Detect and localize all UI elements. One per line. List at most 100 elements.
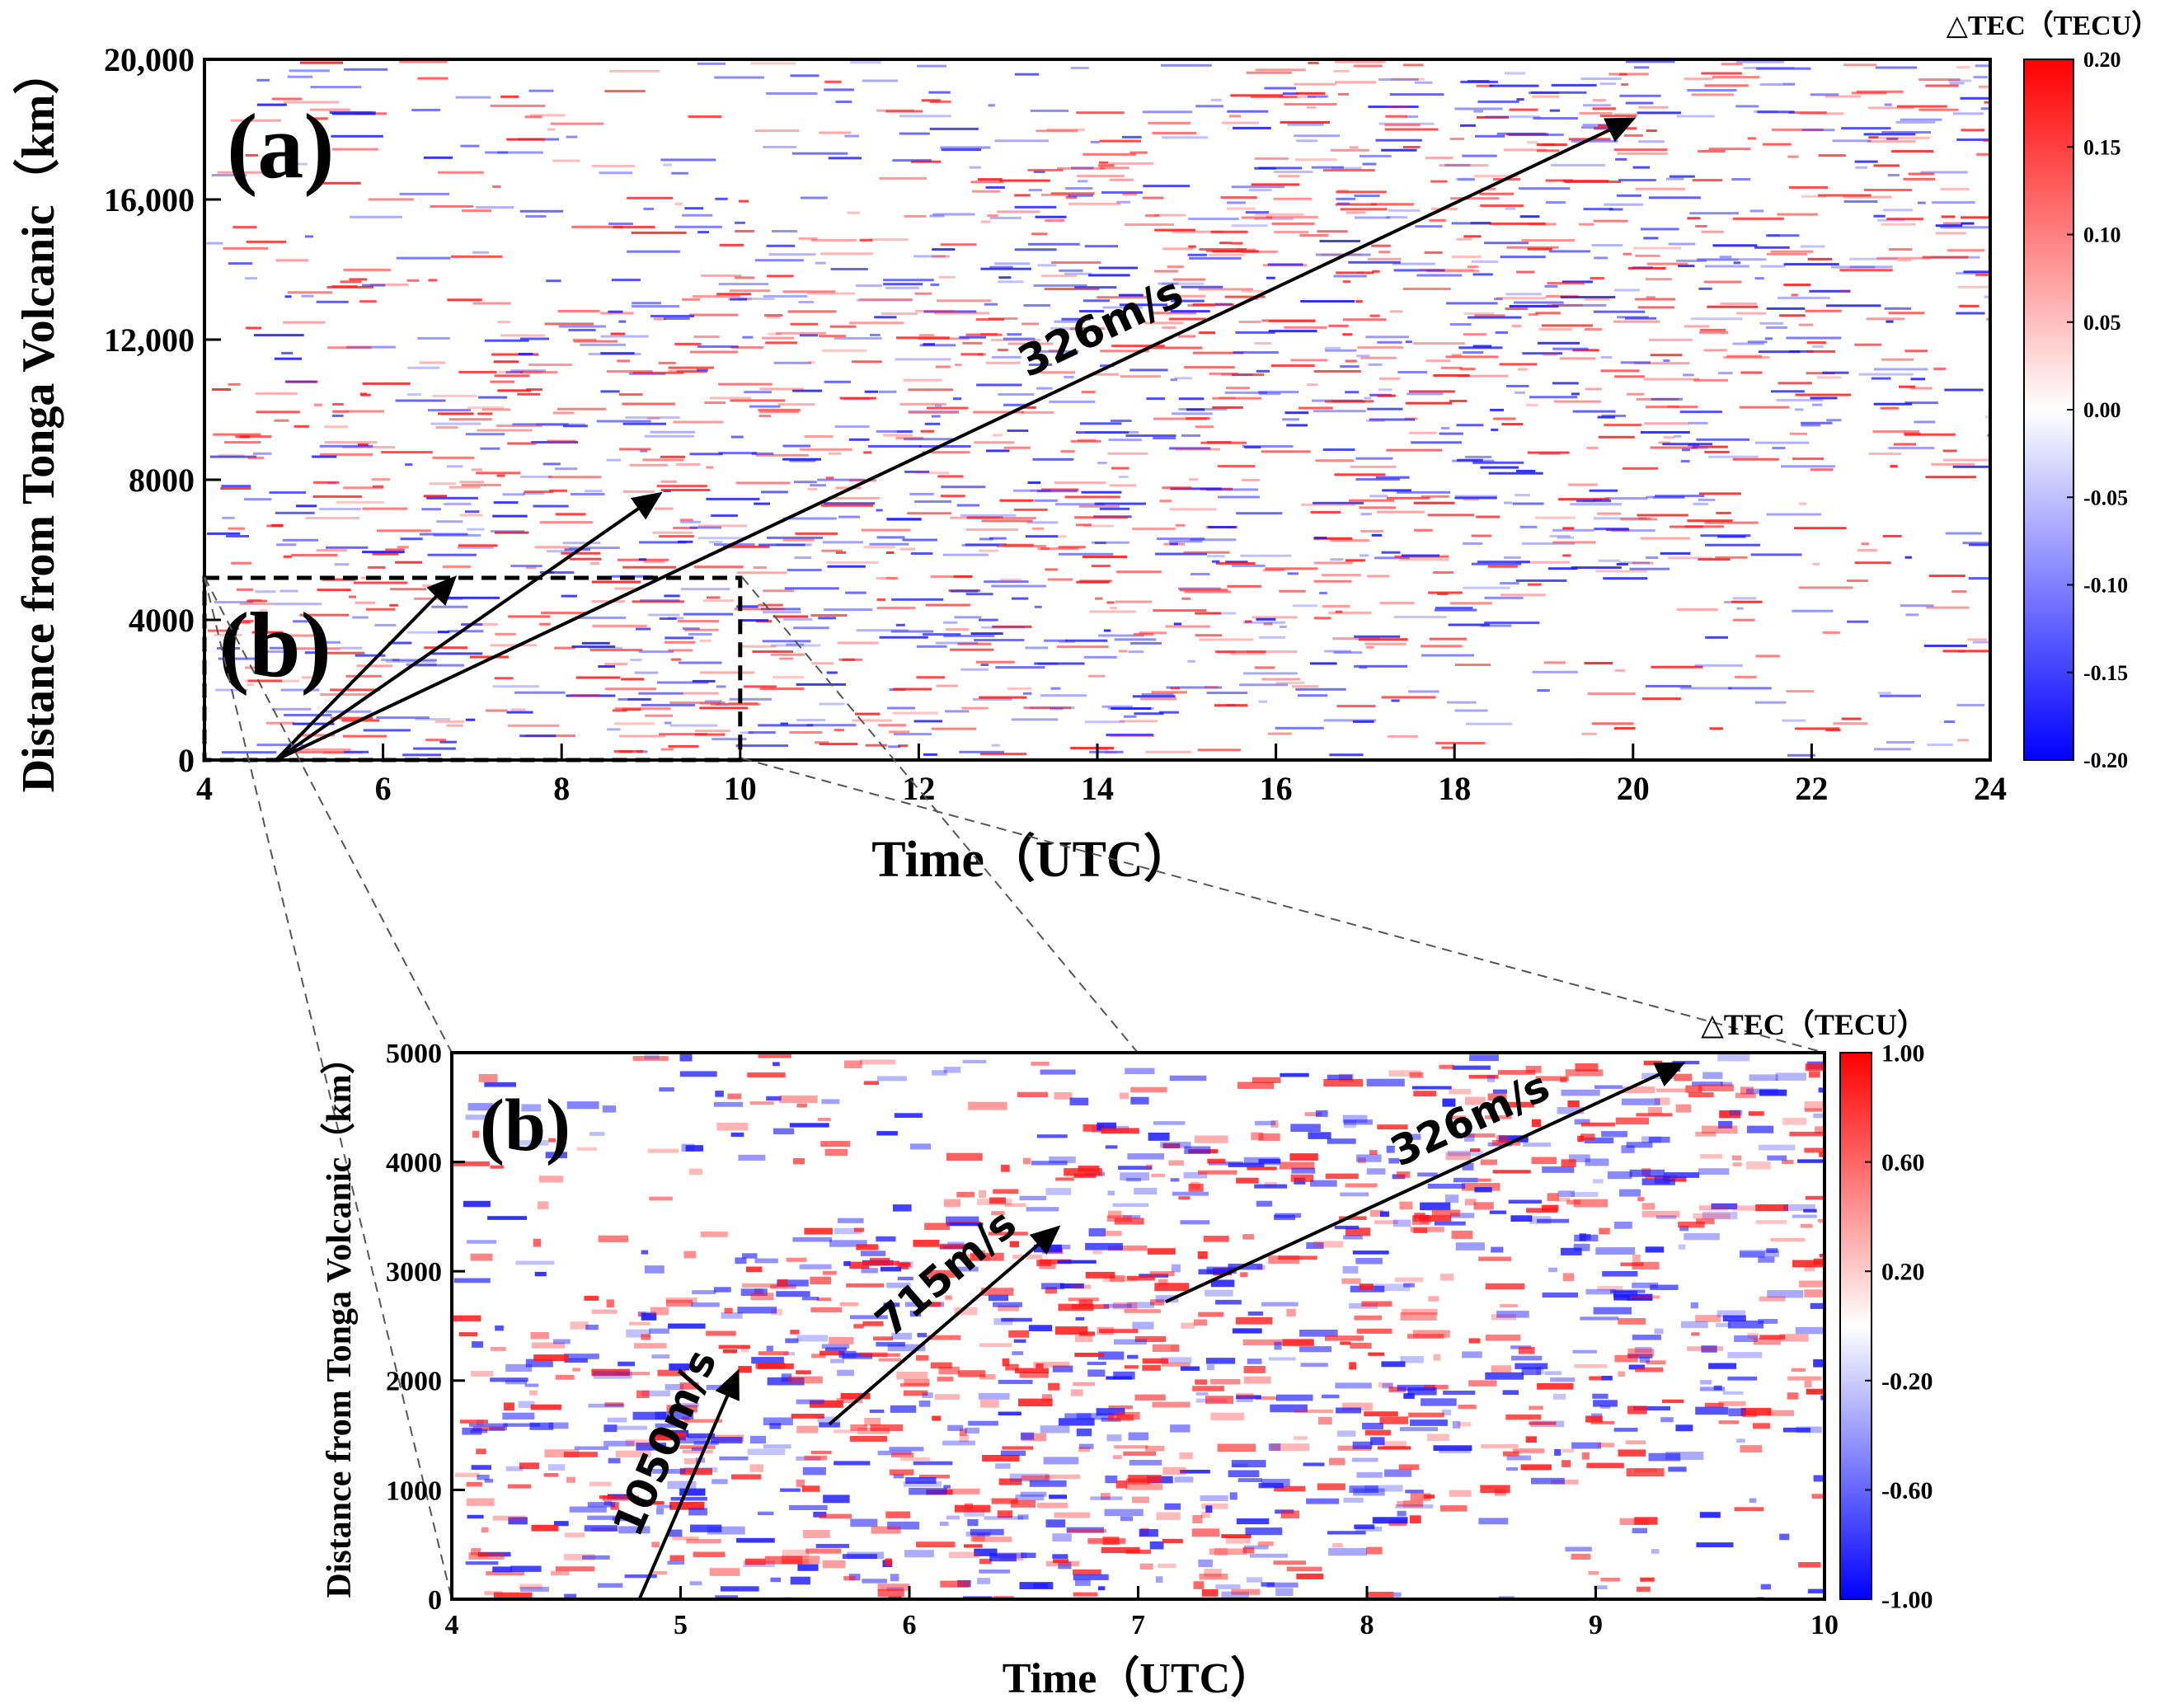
heatmap-cell [826,671,838,674]
heatmap-cell [1243,621,1285,624]
heatmap-cell [1441,1409,1452,1415]
heatmap-cell [772,230,797,232]
heatmap-cell [1147,1248,1176,1255]
heatmap-cell [1879,694,1921,697]
heatmap-cell [523,492,545,495]
heatmap-cell [1235,331,1275,334]
heatmap-cell [1169,508,1217,511]
heatmap-cell [1469,1054,1499,1062]
heatmap-cell [1125,434,1176,437]
heatmap-cell [1125,1549,1151,1554]
heatmap-cell [715,1091,724,1097]
heatmap-cell [1920,171,1968,174]
heatmap-cell [1402,63,1424,67]
heatmap-cell [1766,1248,1778,1253]
heatmap-cell [1580,1316,1619,1321]
heatmap-cell [1045,568,1058,571]
heatmap-cell [876,1076,907,1082]
heatmap-cell [810,1307,842,1313]
heatmap-cell [1354,1315,1382,1321]
heatmap-cell [1186,408,1205,411]
heatmap-cell [1058,546,1086,549]
heatmap-cell [819,1422,840,1428]
heatmap-cell [1634,298,1676,301]
heatmap-cell [1299,406,1333,410]
heatmap-cell [998,1379,1033,1384]
heatmap-cell [710,703,761,706]
heatmap-cell [275,511,315,514]
heatmap-cell [1274,1214,1296,1221]
heatmap-cell [1449,1490,1472,1497]
heatmap-cell [1699,331,1729,334]
heatmap-cell [1402,1308,1438,1315]
heatmap-cell [1687,1346,1724,1351]
panel-a-ticks: 4 6 8 10 12 14 16 18 20 22 2404000800012,00016,000… [104,41,2007,807]
heatmap-cell [1918,108,1959,111]
heatmap-cell [490,1377,528,1382]
heatmap-cell [1210,230,1248,233]
heatmap-cell [1074,286,1117,289]
heatmap-cell [1254,1120,1276,1126]
heatmap-cell [1698,1168,1730,1175]
heatmap-cell [214,601,254,603]
heatmap-cell [1704,450,1730,453]
heatmap-cell [1037,264,1057,267]
heatmap-cell [1067,1529,1106,1533]
heatmap-cell [1562,180,1609,183]
heatmap-cell [1003,446,1031,449]
heatmap-cell [867,444,922,448]
heatmap-cell [1476,515,1500,518]
heatmap-cell [1711,1203,1738,1210]
heatmap-cell [846,1283,885,1288]
heatmap-cell [1713,1385,1722,1391]
heatmap-cell [888,745,901,748]
heatmap-cell [650,430,696,434]
heatmap-cell [538,1201,549,1209]
heatmap-cell [792,1236,832,1242]
heatmap-cell [592,624,647,627]
heatmap-cell [690,1524,722,1532]
heatmap-cell [1059,1283,1084,1288]
heatmap-cell [1028,189,1043,192]
heatmap-cell [664,721,672,725]
heatmap-cell [1040,1283,1064,1290]
heatmap-cell [1881,131,1931,134]
heatmap-cell [842,1554,877,1559]
heatmap-cell [502,493,525,496]
heatmap-cell [1500,1304,1518,1308]
heatmap-cell [1782,1118,1806,1125]
heatmap-cell [1701,230,1724,233]
heatmap-cell [1079,580,1112,583]
heatmap-cell [1812,562,1820,565]
heatmap-cell [1464,1133,1475,1142]
heatmap-cell [1625,1440,1646,1445]
heatmap-cell [1434,608,1477,612]
heatmap-cell [985,361,1021,364]
heatmap-cell [1370,1437,1385,1446]
heatmap-cell [589,1481,612,1486]
heatmap-cell [1696,1542,1734,1547]
heatmap-cell [1854,343,1882,346]
heatmap-cell [1125,1484,1163,1490]
heatmap-cell [804,1455,827,1461]
heatmap-cell [1371,244,1391,247]
heatmap-cell [1068,1297,1099,1302]
heatmap-cell [650,315,694,317]
heatmap-cell [989,537,1007,540]
heatmap-cell [524,490,553,494]
heatmap-cell [1170,1178,1180,1182]
heatmap-cell [706,1330,736,1336]
heatmap-cell [272,603,322,606]
heatmap-cell [1159,500,1172,503]
heatmap-cell [1559,357,1596,360]
heatmap-cell [1454,664,1491,666]
heatmap-cell [1003,543,1034,547]
heatmap-cell [913,720,942,723]
heatmap-cell [1484,596,1524,599]
heatmap-cell [1502,1451,1519,1457]
heatmap-cell [1306,1242,1324,1249]
heatmap-cell [1561,1159,1576,1167]
heatmap-cell [1232,564,1266,567]
heatmap-cell [1542,324,1593,327]
heatmap-cell [1015,1494,1045,1501]
